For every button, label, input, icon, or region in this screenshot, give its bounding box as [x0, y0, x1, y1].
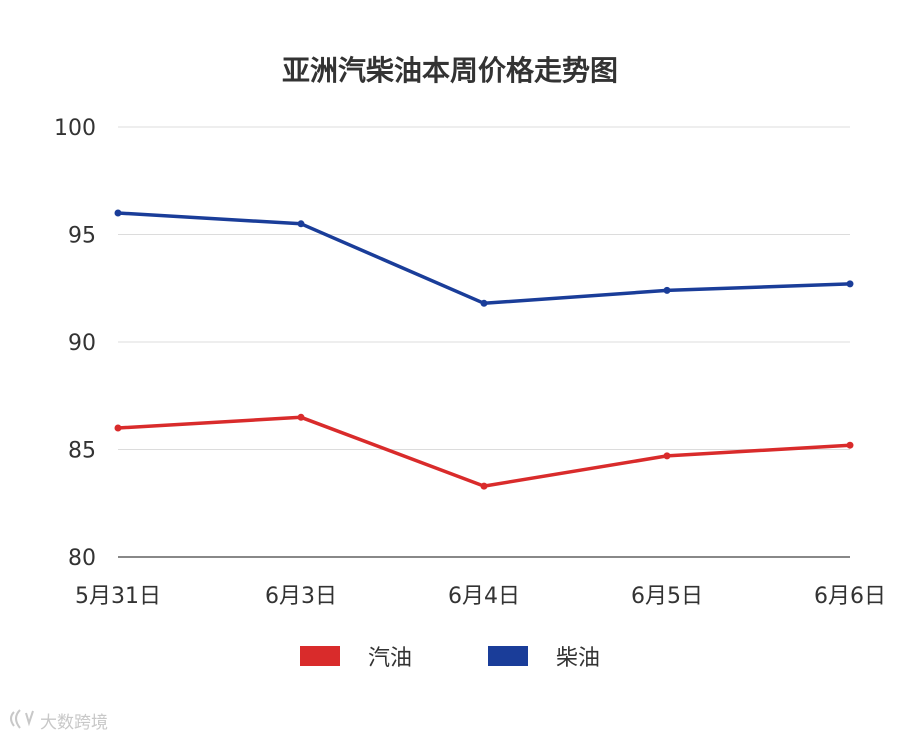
chart-title: 亚洲汽柴油本周价格走势图: [282, 54, 618, 87]
legend-swatch: [300, 646, 340, 666]
data-point: [663, 452, 671, 460]
legend: 汽油 柴油: [300, 646, 600, 671]
x-tick-label: 6月4日: [448, 584, 520, 609]
data-point: [846, 441, 854, 449]
data-point: [480, 299, 488, 307]
data-point: [114, 209, 122, 217]
y-tick-label: 85: [68, 439, 96, 464]
data-point: [297, 220, 305, 228]
watermark-text: 大数跨境: [40, 713, 108, 733]
x-tick-label: 6月6日: [814, 584, 886, 609]
watermark-logo-icon: [10, 709, 34, 729]
y-tick-label: 95: [68, 224, 96, 249]
series-line-0: [116, 415, 852, 488]
grid-lines: [118, 126, 850, 450]
data-point: [846, 280, 854, 288]
data-point: [663, 286, 671, 294]
legend-label[interactable]: 汽油: [368, 646, 412, 671]
legend-swatch: [488, 646, 528, 666]
x-tick-label: 5月31日: [75, 584, 161, 609]
data-point: [297, 413, 305, 421]
series-line-1: [116, 211, 852, 306]
x-tick-label: 6月3日: [265, 584, 337, 609]
x-tick-label: 6月5日: [631, 584, 703, 609]
data-point: [114, 424, 122, 432]
data-point: [480, 482, 488, 490]
series-group: [114, 209, 854, 490]
legend-label[interactable]: 柴油: [556, 646, 600, 671]
watermark: 大数跨境: [10, 709, 108, 733]
y-tick-label: 90: [68, 331, 96, 356]
y-tick-label: 100: [54, 116, 96, 141]
y-tick-label: 80: [68, 546, 96, 571]
x-axis-ticks: 5月31日 6月3日 6月4日 6月5日 6月6日: [75, 584, 886, 609]
y-axis-ticks: 80 85 90 95 100: [54, 116, 96, 571]
